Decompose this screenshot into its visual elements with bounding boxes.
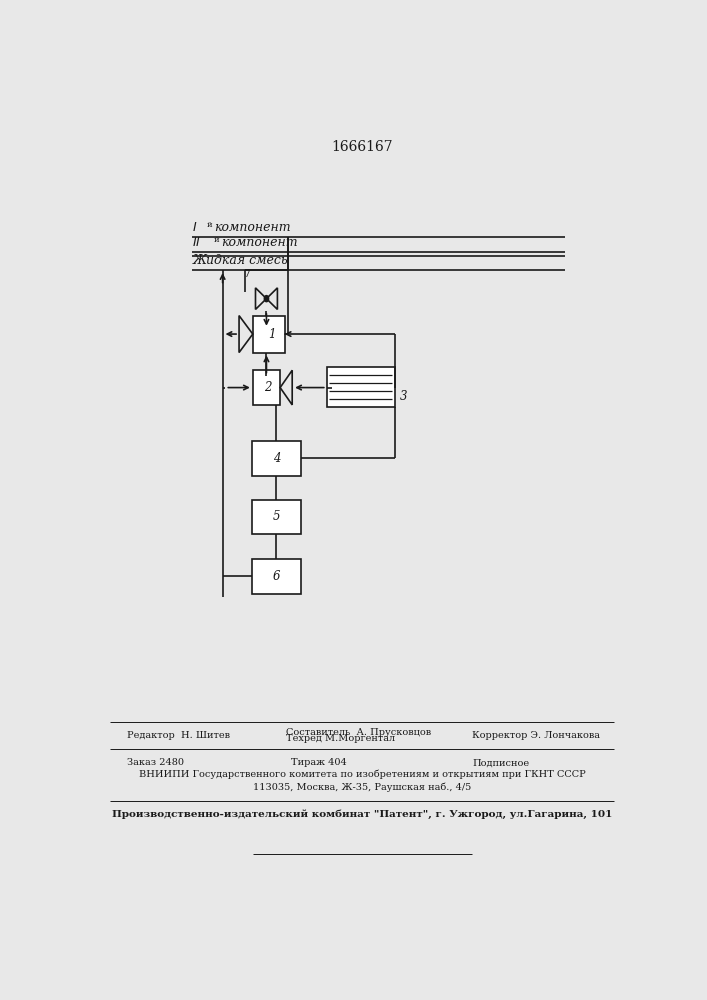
Text: компонент: компонент [214,221,291,234]
Text: 7: 7 [243,269,250,279]
Text: Редактор  Н. Шитев: Редактор Н. Шитев [127,731,230,740]
Text: компонент: компонент [221,236,298,249]
Bar [327,367,395,407]
Text: 6: 6 [273,570,280,583]
Text: $II$: $II$ [192,236,201,249]
Bar [252,500,301,534]
Text: 5: 5 [273,510,280,523]
Text: Корректор Э. Лончакова: Корректор Э. Лончакова [472,731,600,740]
Text: Тираж 404: Тираж 404 [291,758,347,767]
Text: Подписное: Подписное [472,758,529,767]
Circle shape [264,296,269,302]
Text: й: й [214,236,219,244]
Text: Производственно-издательский комбинат "Патент", г. Ужгород, ул.Гагарина, 101: Производственно-издательский комбинат "П… [112,809,612,819]
Bar [253,316,284,353]
Text: Заказ 2480: Заказ 2480 [127,758,184,767]
Text: Жидкая смесь: Жидкая смесь [192,254,288,267]
Text: $I$: $I$ [192,221,198,234]
Bar [253,370,280,405]
Text: 1666167: 1666167 [332,140,393,154]
Text: Техред М.Моргентал: Техред М.Моргентал [286,734,395,743]
Bar [252,559,301,594]
Bar [252,441,301,476]
Text: ВНИИПИ Государственного комитета по изобретениям и открытиям при ГКНТ СССР: ВНИИПИ Государственного комитета по изоб… [139,770,585,779]
Text: 3: 3 [399,390,407,403]
Text: 4: 4 [273,452,280,465]
Text: й: й [206,221,212,229]
Text: Составитель  А. Прусковцов: Составитель А. Прусковцов [286,728,431,737]
Text: 1: 1 [268,328,276,341]
Text: 113035, Москва, Ж-35, Раушская наб., 4/5: 113035, Москва, Ж-35, Раушская наб., 4/5 [253,783,472,792]
Text: 2: 2 [264,381,271,394]
